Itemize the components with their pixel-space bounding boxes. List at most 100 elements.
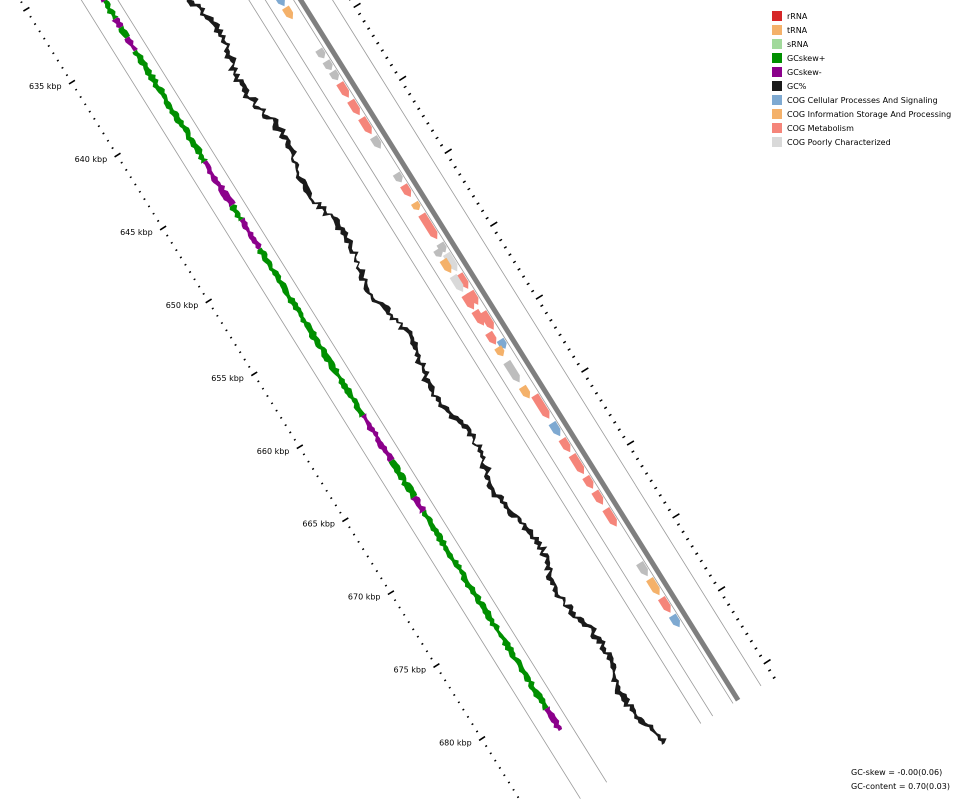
- outer-tick: [408, 92, 412, 96]
- axis-minor-tick: [197, 285, 201, 288]
- axis-minor-tick: [234, 343, 237, 347]
- reverse-strand-gene: [322, 59, 333, 71]
- track-guide-line: [248, 0, 702, 724]
- legend-label: COG Poorly Characterized: [787, 137, 891, 147]
- gc-skew-positive-band: [132, 49, 209, 164]
- axis-minor-tick: [47, 44, 50, 48]
- outer-tick: [526, 282, 530, 286]
- outer-tick: [458, 173, 462, 176]
- outer-tick: [357, 12, 362, 16]
- forward-strand-gene: [494, 345, 505, 357]
- axis-major-tick: [250, 371, 258, 377]
- outer-tick: [590, 384, 594, 388]
- legend-swatch: [772, 39, 782, 49]
- outer-tick: [439, 143, 444, 147]
- axis-minor-tick: [261, 387, 265, 390]
- legend-item: COG Cellular Processes And Signaling: [772, 93, 951, 107]
- track-guide-line: [80, 0, 581, 799]
- legend-label: tRNA: [787, 25, 808, 35]
- reverse-strand-gene: [479, 310, 494, 330]
- legend-label: GCskew-: [787, 67, 822, 77]
- legend: rRNA tRNA sRNA GCskew+ GCskew- GC% COG Cellula…: [772, 9, 951, 149]
- legend-item: COG Poorly Characterized: [772, 135, 951, 149]
- backbone-line: [297, 0, 741, 702]
- axis-tick-label: 660 kbp: [257, 447, 290, 456]
- outer-tick: [517, 267, 521, 271]
- outer-tick-marks: [348, 0, 776, 680]
- axis-minor-tick: [507, 781, 511, 784]
- outer-tick: [572, 355, 576, 359]
- axis-minor-tick: [407, 620, 410, 624]
- reverse-strand-gene: [315, 47, 326, 59]
- track-guide-line: [293, 0, 734, 704]
- reverse-strand-gene: [418, 212, 438, 240]
- axis-minor-tick: [279, 416, 283, 419]
- axis-minor-tick: [412, 628, 415, 631]
- outer-tick: [581, 367, 589, 373]
- cds-track: [275, 0, 680, 628]
- outer-tick: [699, 559, 703, 563]
- axis-minor-tick: [402, 613, 406, 616]
- legend-label: rRNA: [787, 11, 808, 21]
- reverse-strand-gene: [336, 81, 349, 98]
- axis-minor-tick: [393, 599, 397, 602]
- axis-minor-tick: [516, 795, 520, 799]
- legend-swatch: [772, 123, 782, 133]
- axis-minor-tick: [266, 394, 269, 398]
- gc-skew-negative-band: [202, 160, 236, 207]
- outer-tick: [380, 49, 384, 52]
- axis-minor-tick: [275, 409, 278, 412]
- axis-minor-tick: [143, 197, 146, 201]
- outer-tick: [558, 333, 562, 337]
- coordinate-axis: 635 kbp 640 kbp 645 kbp 650 kbp 655 kbp 660 k…: [20, 1, 520, 799]
- outer-tick: [731, 610, 735, 614]
- reverse-strand-gene: [392, 171, 403, 183]
- axis-minor-tick: [466, 715, 470, 719]
- legend-label: COG Metabolism: [787, 123, 854, 133]
- outer-tick: [713, 581, 717, 585]
- gc-skew-stat: GC-skew = -0.00(0.06): [851, 768, 943, 777]
- axis-tick-label: 640 kbp: [75, 155, 108, 164]
- outer-tick: [398, 75, 407, 82]
- axis-minor-tick: [184, 263, 187, 266]
- axis-major-tick: [114, 152, 121, 158]
- axis-major-tick: [387, 590, 395, 596]
- outer-tick: [772, 676, 776, 680]
- gc-skew-positive-band: [257, 247, 366, 418]
- axis-tick-label: 675 kbp: [393, 666, 426, 675]
- outer-tick: [521, 275, 526, 278]
- axis-minor-tick: [138, 190, 142, 193]
- axis-tick-label: 645 kbp: [120, 228, 153, 237]
- outer-tick: [749, 639, 753, 643]
- legend-item: GCskew-: [772, 65, 951, 79]
- axis-minor-tick: [225, 329, 228, 332]
- axis-tick-label: 635 kbp: [29, 82, 62, 91]
- outer-tick: [685, 537, 690, 541]
- track-guide-line: [117, 0, 608, 783]
- outer-tick: [544, 311, 548, 315]
- outer-tick: [631, 450, 635, 453]
- outer-tick: [512, 260, 517, 264]
- outer-tick: [672, 513, 680, 519]
- forward-strand-gene: [471, 308, 485, 326]
- axis-minor-tick: [134, 183, 137, 186]
- outer-tick: [758, 654, 763, 658]
- outer-tick: [763, 658, 771, 665]
- axis-minor-tick: [307, 460, 310, 463]
- outer-tick: [462, 180, 466, 184]
- reverse-strand-gene: [636, 561, 648, 577]
- gc-skew-negative-band: [360, 413, 395, 463]
- forward-strand-gene: [275, 0, 285, 7]
- axis-minor-tick: [211, 307, 214, 310]
- axis-minor-tick: [20, 1, 23, 4]
- reverse-strand-gene: [591, 489, 604, 505]
- reverse-strand-gene: [329, 69, 340, 81]
- outer-tick: [353, 2, 361, 9]
- gc-skew-negative-band: [544, 706, 563, 732]
- reverse-strand-gene: [646, 577, 660, 596]
- axis-minor-tick: [439, 672, 442, 675]
- reverse-strand-gene: [548, 420, 561, 437]
- outer-tick: [722, 596, 726, 599]
- outer-tick: [535, 294, 544, 300]
- gc-skew-negative-band: [111, 17, 124, 29]
